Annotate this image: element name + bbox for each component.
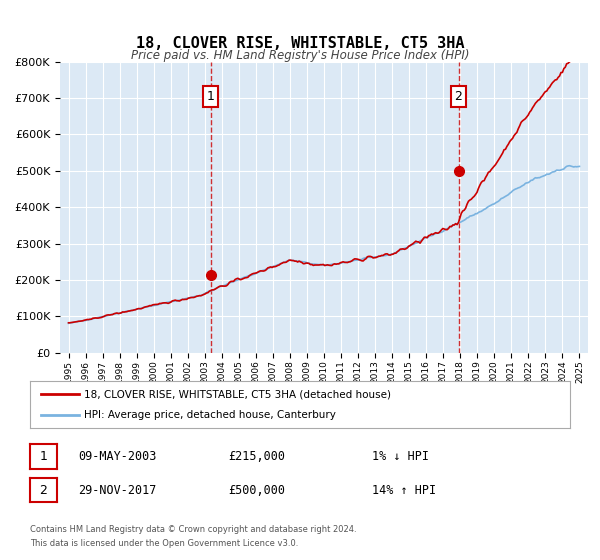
Text: 18, CLOVER RISE, WHITSTABLE, CT5 3HA (detached house): 18, CLOVER RISE, WHITSTABLE, CT5 3HA (de…	[84, 389, 391, 399]
Text: 09-MAY-2003: 09-MAY-2003	[78, 450, 157, 463]
Text: 18, CLOVER RISE, WHITSTABLE, CT5 3HA: 18, CLOVER RISE, WHITSTABLE, CT5 3HA	[136, 36, 464, 52]
Text: HPI: Average price, detached house, Canterbury: HPI: Average price, detached house, Cant…	[84, 410, 336, 420]
Text: 1% ↓ HPI: 1% ↓ HPI	[372, 450, 429, 463]
Text: 1: 1	[207, 90, 215, 103]
Text: 1: 1	[40, 450, 47, 463]
Text: This data is licensed under the Open Government Licence v3.0.: This data is licensed under the Open Gov…	[30, 539, 298, 548]
Text: £215,000: £215,000	[228, 450, 285, 463]
Text: £500,000: £500,000	[228, 483, 285, 497]
Text: 2: 2	[40, 483, 47, 497]
Text: 14% ↑ HPI: 14% ↑ HPI	[372, 483, 436, 497]
Text: 2: 2	[455, 90, 463, 103]
Text: Price paid vs. HM Land Registry's House Price Index (HPI): Price paid vs. HM Land Registry's House …	[131, 49, 469, 62]
Text: 29-NOV-2017: 29-NOV-2017	[78, 483, 157, 497]
Text: Contains HM Land Registry data © Crown copyright and database right 2024.: Contains HM Land Registry data © Crown c…	[30, 525, 356, 534]
